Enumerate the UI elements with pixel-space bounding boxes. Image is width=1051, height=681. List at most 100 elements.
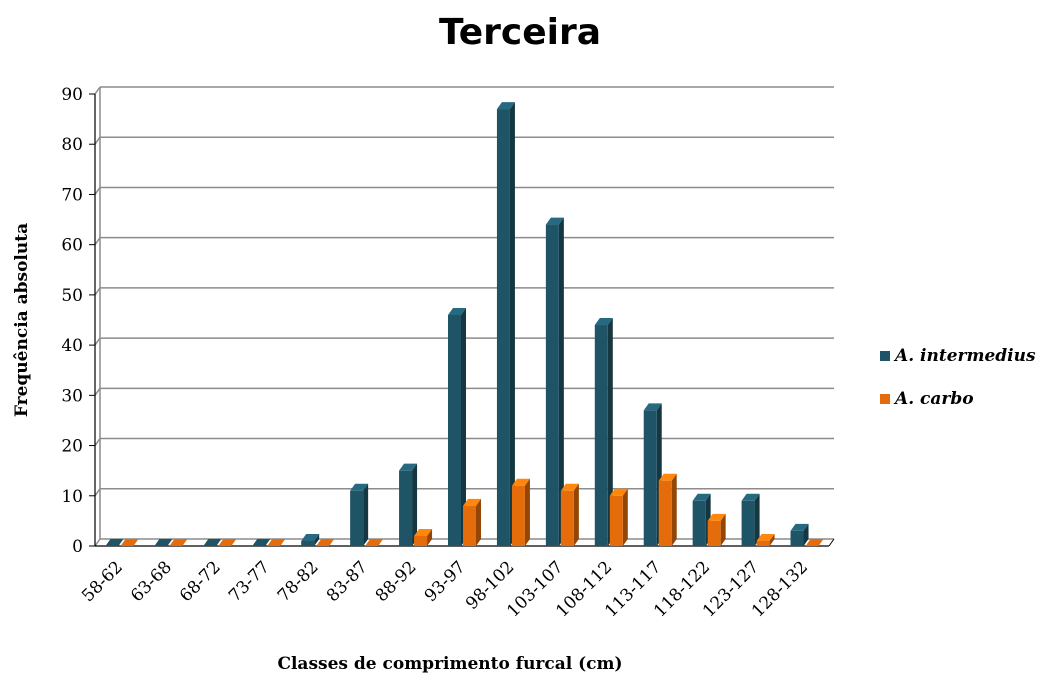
bar-a-carbo-78-82 — [316, 539, 335, 546]
x-axis-title: Classes de comprimento furcal (cm) — [277, 654, 622, 674]
gridline-side-80 — [94, 136, 101, 145]
bar-a-carbo-123-127 — [756, 533, 775, 546]
bar-front — [399, 470, 413, 546]
bar-a-intermedius-78-82 — [301, 533, 320, 546]
bar-front — [560, 490, 574, 546]
bar-side — [461, 307, 466, 546]
bars — [105, 102, 824, 547]
y-tick-label-30: 30 — [61, 386, 83, 406]
y-tick-label-20: 20 — [61, 437, 83, 457]
x-tick-label-78-82: 78-82 — [274, 557, 323, 606]
bar-front — [790, 530, 804, 546]
bar-a-intermedius-128-132 — [790, 523, 809, 546]
chart-title: Terceira — [439, 12, 601, 53]
gridline-side-10 — [94, 488, 101, 497]
bar-top — [594, 318, 613, 326]
x-tick-label-58-62: 58-62 — [78, 557, 127, 606]
y-axis-title: Frequência absoluta — [12, 223, 32, 417]
bar-a-intermedius-83-87 — [350, 483, 369, 546]
legend: A. intermedius A. carbo — [880, 346, 1036, 409]
y-tick-label-50: 50 — [61, 286, 83, 306]
y-tick-label-80: 80 — [61, 135, 83, 155]
gridline-side-30 — [94, 387, 101, 396]
bar-side — [412, 463, 418, 546]
x-tick-label-83-87: 83-87 — [323, 557, 372, 606]
legend-label: A. intermedius — [893, 346, 1036, 366]
y-tick-label-40: 40 — [61, 336, 83, 356]
bar-side — [524, 478, 530, 546]
bar-zero — [805, 539, 824, 546]
bar-front — [463, 505, 476, 546]
bar-top — [790, 523, 809, 531]
bar-a-intermedius-108-112 — [594, 318, 613, 546]
bar-top — [609, 488, 628, 496]
bar-a-intermedius-93-97 — [448, 307, 466, 546]
bar-top — [756, 533, 775, 541]
gridline-side-90 — [94, 86, 101, 95]
bar-a-intermedius-68-72 — [203, 539, 222, 546]
bar-a-carbo-103-107 — [560, 483, 579, 546]
bar-side — [769, 533, 775, 546]
gridline-side-40 — [94, 337, 101, 346]
bar-front — [756, 540, 770, 546]
gridline-side-20 — [94, 438, 101, 446]
bar-a-carbo-88-92 — [414, 528, 433, 546]
bar-a-carbo-63-68 — [169, 539, 188, 546]
bar-front — [692, 500, 706, 546]
legend-entry-a-intermedius: A. intermedius — [880, 346, 1036, 366]
bar-a-carbo-128-132 — [805, 539, 824, 546]
legend-label: A. carbo — [893, 389, 974, 409]
y-tick-label-70: 70 — [61, 185, 83, 205]
bar-front — [545, 224, 559, 547]
bar-side — [363, 483, 369, 546]
bar-a-carbo-93-97 — [463, 498, 481, 546]
legend-entry-a-carbo: A. carbo — [880, 389, 974, 409]
bar-top — [350, 483, 369, 491]
bar-top — [399, 463, 418, 471]
bar-a-intermedius-63-68 — [154, 539, 173, 546]
bar-a-carbo-108-112 — [609, 488, 628, 546]
bar-top — [414, 528, 433, 536]
bar-side — [803, 523, 809, 546]
bar-top — [658, 473, 677, 481]
bar-front — [496, 109, 510, 547]
bar-a-carbo-118-122 — [707, 513, 726, 546]
y-tick-label-60: 60 — [61, 236, 83, 256]
bar-top — [643, 403, 662, 411]
bar-a-carbo-58-62 — [120, 539, 139, 546]
gridline-side-70 — [94, 187, 101, 195]
bar-side — [754, 493, 760, 546]
x-tick-label-88-92: 88-92 — [372, 557, 421, 606]
bar-front — [350, 490, 364, 546]
bar-a-carbo-113-117 — [658, 473, 677, 546]
x-tick-label-73-77: 73-77 — [225, 557, 274, 606]
bar-front — [643, 410, 657, 546]
bar-a-carbo-98-102 — [511, 478, 530, 546]
gridline-side-50 — [94, 287, 101, 296]
bar-zero — [365, 539, 384, 546]
y-tick-label-90: 90 — [61, 85, 83, 105]
floor-edge — [828, 538, 835, 547]
bar-front — [658, 480, 672, 546]
bar-top — [707, 513, 726, 521]
bar-a-intermedius-103-107 — [545, 217, 564, 547]
bar-top — [545, 217, 564, 225]
bar-side — [607, 318, 613, 546]
gridline-side-60 — [94, 237, 101, 246]
bar-a-intermedius-73-77 — [252, 539, 271, 546]
bar-top — [301, 533, 320, 541]
x-tick-label-63-68: 63-68 — [127, 557, 176, 606]
bar-side — [427, 528, 433, 546]
bar-top — [560, 483, 579, 491]
bar-top — [448, 307, 466, 315]
bar-zero — [105, 539, 124, 546]
bar-front — [741, 500, 755, 546]
bar-side — [558, 217, 564, 547]
x-tick-labels: 58-62 63-68 68-72 73-77 78-82 83-87 88-92 93-97… — [78, 557, 812, 621]
bar-top — [511, 478, 530, 486]
bar-front — [301, 540, 315, 546]
bar-a-carbo-83-87 — [365, 539, 384, 546]
y-tick-label-10: 10 — [61, 487, 83, 507]
